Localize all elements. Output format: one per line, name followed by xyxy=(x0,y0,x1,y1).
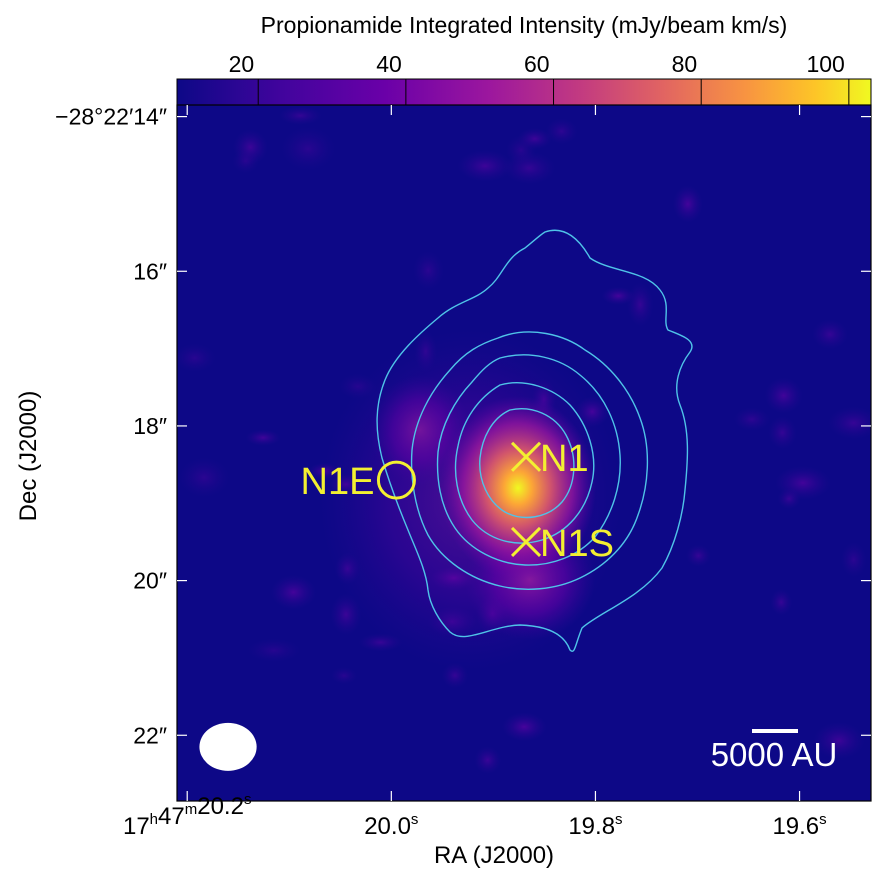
noise-patch xyxy=(812,319,848,350)
source-markers: N1 N1S N1E xyxy=(301,438,614,565)
x-tick-label: 17h47m20.2s xyxy=(123,791,251,840)
label-n1e: N1E xyxy=(301,461,375,503)
colorbar-title: Propionamide Integrated Intensity (mJy/b… xyxy=(261,12,788,38)
y-tick-label: 18″ xyxy=(133,413,167,439)
noise-patch xyxy=(502,712,547,742)
beam-ellipse xyxy=(199,722,257,771)
colorbar-tick-label: 100 xyxy=(806,51,844,77)
noise-patch xyxy=(517,128,552,150)
x-tick-label: 20.0s xyxy=(364,811,418,840)
colorbar-ticks: 20 40 60 80 100 xyxy=(229,51,850,105)
contour-level-2 xyxy=(410,331,649,590)
noise-patch xyxy=(777,488,801,509)
noise-patch xyxy=(330,667,358,685)
contour-level-4 xyxy=(454,382,595,544)
noise-patch xyxy=(247,638,300,663)
noise-patch xyxy=(627,282,654,327)
colorbar-tick-label: 60 xyxy=(524,51,550,77)
colorbar-tick-label: 80 xyxy=(672,51,698,77)
noise-patch xyxy=(457,150,513,182)
noise-patch xyxy=(768,416,797,450)
contour-level-5 xyxy=(479,408,575,519)
noise-patch xyxy=(813,722,865,760)
y-axis-label: Dec (J2000) xyxy=(15,391,42,522)
label-n1: N1 xyxy=(540,438,589,480)
noise-patch xyxy=(672,185,703,223)
noise-patch xyxy=(232,148,259,174)
noise-patch xyxy=(270,575,317,610)
y-tick-label: 22″ xyxy=(133,722,167,748)
noise-patch xyxy=(245,429,281,446)
contour-level-1 xyxy=(376,229,693,652)
noise-patch xyxy=(601,286,635,305)
noise-patch xyxy=(279,106,322,125)
colorbar-tick-label: 20 xyxy=(229,51,255,77)
y-tick-label: 16″ xyxy=(133,258,167,284)
noise-patch xyxy=(686,544,711,567)
marker-n1s-stroke-b xyxy=(510,526,542,557)
x-tick-label: 19.8s xyxy=(568,811,622,840)
scale-bar: 5000 AU xyxy=(711,729,838,773)
heatmap-image: 5000 AU N1 N1S N1E xyxy=(177,105,871,801)
plot-frame xyxy=(176,104,872,802)
noise-patch xyxy=(177,343,216,373)
noise-patch xyxy=(545,118,578,145)
label-n1s: N1S xyxy=(540,523,614,565)
x-axis-label: RA (J2000) xyxy=(434,842,554,869)
x-tick-label: 19.6s xyxy=(772,811,826,840)
colorbar-tick-label: 40 xyxy=(376,51,402,77)
noise-patch xyxy=(764,377,803,414)
noise-patch xyxy=(770,589,793,616)
contours xyxy=(376,229,693,652)
scale-bar-label: 5000 AU xyxy=(711,736,838,773)
noise-patch xyxy=(179,457,230,498)
noise-patch xyxy=(840,542,867,578)
colorbar: Propionamide Integrated Intensity (mJy/b… xyxy=(176,12,872,106)
y-tick-label: −28°22′14″ xyxy=(55,104,167,130)
axis-ticks: −28°22′14″ 16″ 18″ 20″ 22″ 17h47m20.2s 20.0s 19… xyxy=(55,104,871,840)
noise-patch xyxy=(281,127,335,171)
contour-level-3 xyxy=(436,354,621,566)
colorbar-gradient xyxy=(176,78,872,106)
noise-patch xyxy=(733,407,770,431)
y-tick-label: 20″ xyxy=(133,568,167,594)
noise-patch xyxy=(827,406,871,440)
noise-patch xyxy=(474,746,502,774)
marker-n1e-circle xyxy=(376,460,416,500)
noise-patch xyxy=(412,251,444,290)
marker-n1-stroke-b xyxy=(510,441,542,472)
